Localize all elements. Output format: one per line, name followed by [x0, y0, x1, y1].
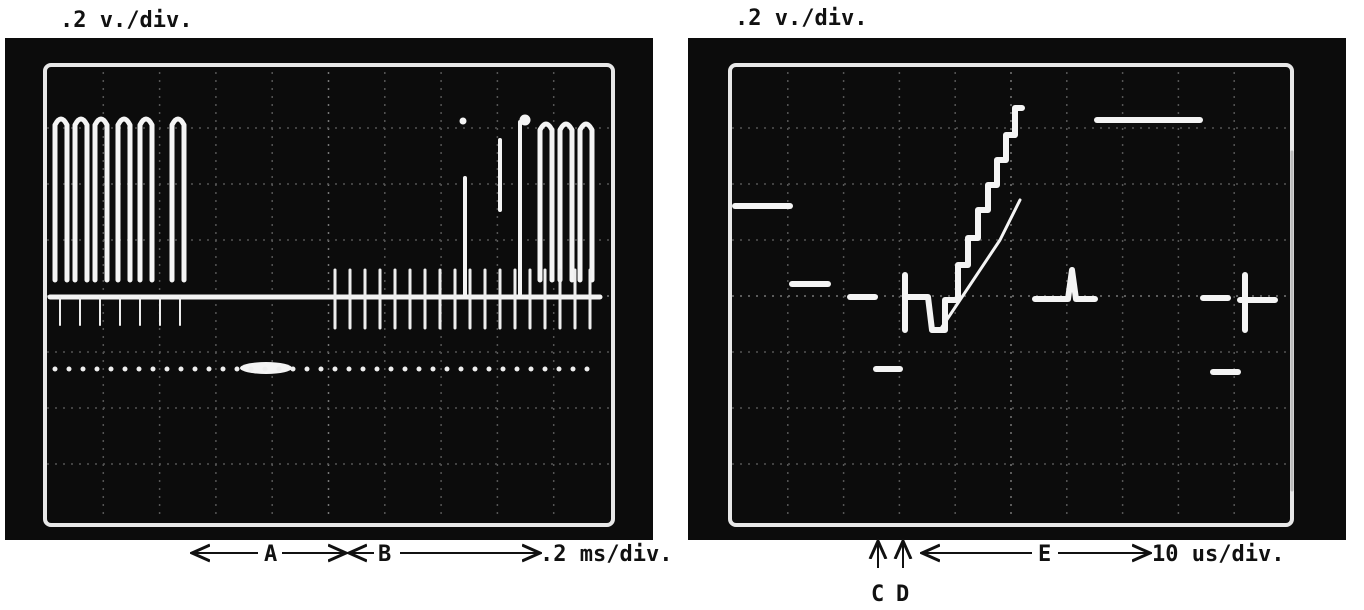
trace-dot: [556, 366, 562, 372]
trace-dot: [528, 366, 534, 372]
left-time-scale: .2 ms/div.: [540, 542, 672, 567]
marker-c: C: [871, 582, 884, 607]
trace-dot: [234, 366, 240, 372]
trace-dot: [262, 366, 268, 372]
trace: [47, 114, 603, 374]
right-scope: [688, 38, 1346, 540]
trace-dot: [220, 366, 226, 372]
trace-dot: [304, 366, 310, 372]
trace-dot: [276, 366, 282, 372]
trace-dot: [164, 366, 170, 372]
trace-dot: [136, 366, 142, 372]
marker-a: A: [264, 542, 277, 567]
trace-dot: [192, 366, 198, 372]
left-annotations: A B .2 ms/div.: [192, 542, 672, 567]
left-scope: [5, 38, 653, 540]
trace-dot: [94, 366, 100, 372]
right-annotations: C D E 10 us/div.: [871, 541, 1284, 607]
trace-dot: [318, 366, 324, 372]
trace-dot: [290, 366, 296, 372]
marker-e: E: [1038, 542, 1051, 567]
trace-dot: [122, 366, 128, 372]
trace-dot: [150, 366, 156, 372]
trace-dot: [402, 366, 408, 372]
trace-dot: [444, 366, 450, 372]
trace-dot: [360, 366, 366, 372]
right-time-scale: 10 us/div.: [1152, 542, 1284, 567]
trace-dot: [500, 366, 506, 372]
trace-dot: [374, 366, 380, 372]
trace-dot: [66, 366, 72, 372]
trace-dot: [388, 366, 394, 372]
trace-dot: [332, 366, 338, 372]
trace-dot: [80, 366, 86, 372]
screen-border: [43, 63, 615, 527]
trace-dot: [248, 366, 254, 372]
trace-dot: [346, 366, 352, 372]
trace-dot: [108, 366, 114, 372]
marker-b: B: [378, 542, 391, 567]
trace-dot: [472, 366, 478, 372]
trace-dot: [486, 366, 492, 372]
trace-dot: [178, 366, 184, 372]
trace-dot: [458, 366, 464, 372]
trace-dot: [430, 366, 436, 372]
trace-dot: [206, 366, 212, 372]
trace-dot: [542, 366, 548, 372]
trace-dot: [416, 366, 422, 372]
left-vertical-scale: .2 v./div.: [60, 8, 192, 33]
trace-dot: [570, 366, 576, 372]
trace-dot: [514, 366, 520, 372]
trace-dot: [52, 366, 58, 372]
trace-dot: [584, 366, 590, 372]
right-vertical-scale: .2 v./div.: [735, 6, 867, 31]
marker-d: D: [896, 582, 909, 607]
trace: [732, 105, 1294, 492]
